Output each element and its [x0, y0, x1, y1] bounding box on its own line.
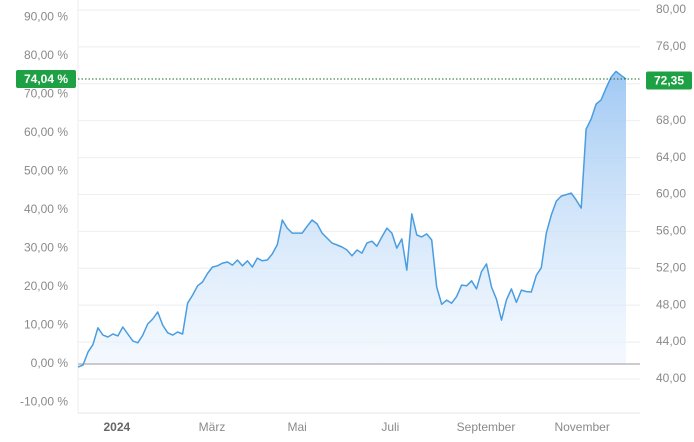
- x-tick-label: September: [457, 420, 516, 434]
- y2-tick-label: 52,00: [656, 260, 686, 274]
- x-tick-label: Mai: [288, 420, 307, 434]
- y-tick-label: 40,00 %: [24, 202, 68, 216]
- y-tick-label: 50,00 %: [24, 164, 68, 178]
- area: [78, 71, 626, 368]
- y2-tick-label: 80,00: [656, 2, 686, 16]
- y2-tick-label: 48,00: [656, 297, 686, 311]
- y2-tick-label: 56,00: [656, 224, 686, 238]
- y2-tick-label: 60,00: [656, 187, 686, 201]
- y2-tick-label: 64,00: [656, 150, 686, 164]
- x-tick-label: 2024: [104, 420, 131, 434]
- y2-tick-label: 44,00: [656, 334, 686, 348]
- marker-label: 74,04 %: [24, 72, 68, 86]
- line: [77, 70, 627, 368]
- y-tick-label: 0,00 %: [31, 356, 69, 370]
- y2-tick-label: 68,00: [656, 113, 686, 127]
- current-value-marker: 72,35: [646, 71, 692, 90]
- x-tick-label: November: [554, 420, 609, 434]
- y-tick-label: 10,00 %: [24, 318, 68, 332]
- current-value-marker: 74,04 %: [16, 69, 76, 88]
- y2-tick-label: 40,00: [656, 371, 686, 385]
- marker-box: [16, 69, 76, 88]
- marker-label: 72,35: [654, 74, 684, 88]
- x-tick-label: März: [199, 420, 226, 434]
- y-tick-label: 90,00 %: [24, 10, 68, 24]
- y-tick-label: 70,00 %: [24, 87, 68, 101]
- y-tick-label: 80,00 %: [24, 48, 68, 62]
- y-tick-label: 30,00 %: [24, 241, 68, 255]
- marker-box: [646, 71, 692, 90]
- y-tick-label: 60,00 %: [24, 125, 68, 139]
- y-tick-label: 20,00 %: [24, 279, 68, 293]
- y2-tick-label: 76,00: [656, 39, 686, 53]
- y-tick-label: -10,00 %: [20, 395, 68, 409]
- x-tick-label: Juli: [381, 420, 399, 434]
